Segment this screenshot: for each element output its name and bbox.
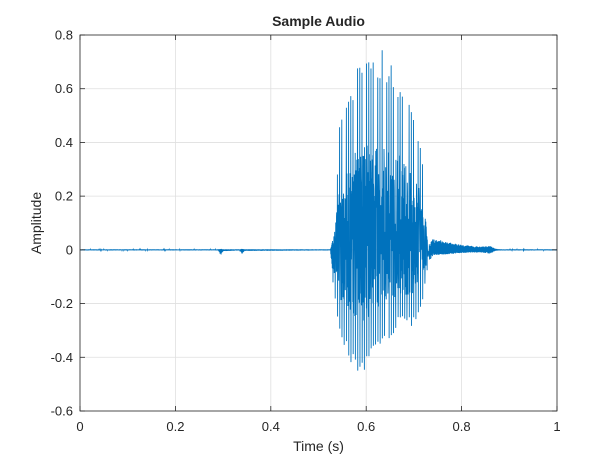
y-tick-label: 0.4 — [55, 135, 73, 150]
x-tick-label: 0.4 — [262, 419, 280, 434]
x-axis-label: Time (s) — [293, 438, 344, 454]
plot-frame — [79, 34, 558, 412]
x-tick-label: 0 — [76, 419, 83, 434]
y-tick-label: -0.4 — [51, 350, 73, 365]
x-tick-label: 0.6 — [357, 419, 375, 434]
y-tick-label: 0.2 — [55, 189, 73, 204]
y-tick-label: 0.6 — [55, 81, 73, 96]
waveform-line — [80, 50, 557, 371]
axis-ticks: 0 0.2 0.4 0.6 0.8 1 -0.6 -0.4 -0.2 0 0.2 0.4 0.6 0.8 — [51, 28, 561, 435]
plot-area — [80, 35, 557, 411]
y-tick-label: 0 — [66, 242, 73, 257]
y-axis-label: Amplitude — [28, 192, 44, 254]
x-tick-label: 0.2 — [166, 419, 184, 434]
y-tick-label: -0.2 — [51, 296, 73, 311]
waveform-series — [80, 50, 557, 371]
y-tick-label: 0.8 — [55, 28, 73, 43]
y-tick-label: -0.6 — [51, 404, 73, 419]
x-tick-label: 1 — [553, 419, 560, 434]
x-tick-label: 0.8 — [453, 419, 471, 434]
chart-title: Sample Audio — [272, 13, 365, 29]
